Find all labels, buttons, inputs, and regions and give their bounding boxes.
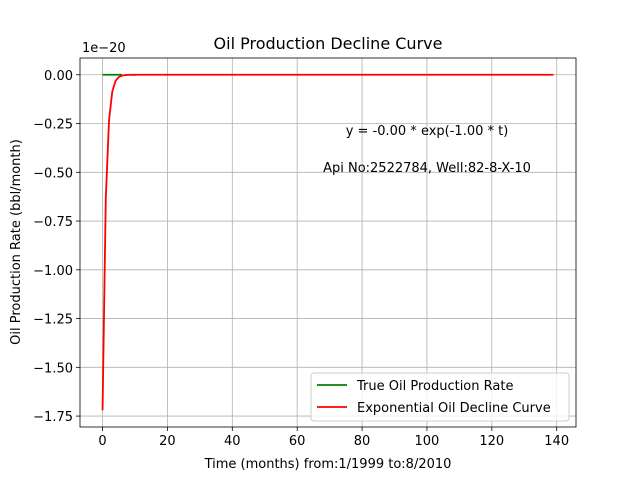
legend-box bbox=[310, 372, 570, 422]
y-axis-label: Oil Production Rate (bbl/month) bbox=[9, 139, 24, 345]
x-tick-label: 60 bbox=[289, 434, 306, 449]
x-tick-label: 120 bbox=[479, 434, 504, 449]
x-axis: 0 20 40 60 80 100 120 140 bbox=[98, 427, 569, 449]
y-tick-label: −0.50 bbox=[33, 166, 73, 181]
y-tick-label: 0.00 bbox=[44, 69, 73, 84]
y-tick-label: −0.25 bbox=[33, 118, 73, 133]
well-info-annotation: Api No:2522784, Well:82-8-X-10 bbox=[323, 161, 531, 176]
plot-lines bbox=[101, 73, 554, 411]
x-tick-label: 100 bbox=[415, 434, 440, 449]
x-tick-label: 0 bbox=[98, 434, 106, 449]
y-tick-label: −1.25 bbox=[33, 313, 73, 328]
legend: True Oil Production Rate Exponential Oil… bbox=[310, 372, 570, 422]
y-tick-label: −1.00 bbox=[33, 264, 73, 279]
y-axis: 0.00 −0.25 −0.50 −0.75 −1.00 −1.25 −1.50 −1.75 bbox=[33, 69, 80, 425]
x-tick-label: 20 bbox=[159, 434, 176, 449]
x-axis-label: Time (months) from:1/1999 to:8/2010 bbox=[204, 457, 452, 472]
y-tick-label: −0.75 bbox=[33, 215, 73, 230]
series-line-decline-curve bbox=[101, 73, 554, 411]
x-tick-label: 140 bbox=[544, 434, 569, 449]
chart-title: Oil Production Decline Curve bbox=[214, 34, 443, 53]
y-tick-label: −1.50 bbox=[33, 361, 73, 376]
legend-label-decline-curve: Exponential Oil Decline Curve bbox=[357, 401, 551, 416]
legend-label-true-rate: True Oil Production Rate bbox=[356, 379, 513, 394]
y-tick-label: −1.75 bbox=[33, 410, 73, 425]
x-tick-label: 80 bbox=[354, 434, 371, 449]
x-tick-label: 40 bbox=[224, 434, 241, 449]
y-offset-text: 1e−20 bbox=[82, 41, 126, 56]
fit-equation-annotation: y = -0.00 * exp(-1.00 * t) bbox=[346, 124, 509, 139]
plot-frame bbox=[79, 57, 577, 428]
